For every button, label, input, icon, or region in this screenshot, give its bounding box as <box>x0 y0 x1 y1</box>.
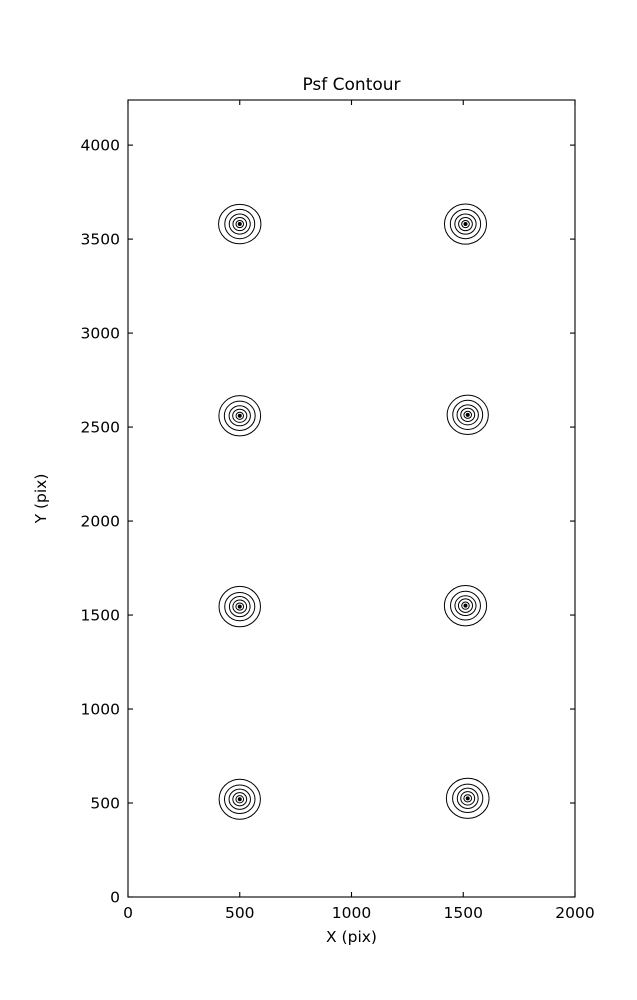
psf-c2-r1-ring-1 <box>445 777 490 819</box>
psf-c1-r1-ring-3 <box>228 788 251 810</box>
y-tick-label-3500: 3500 <box>81 231 120 249</box>
psf-c1-r4-ring-4 <box>232 216 248 232</box>
y-tick-label-3000: 3000 <box>81 325 120 343</box>
y-axis-tick-labels: 0 500 1000 1500 2000 2500 3000 3500 4000 <box>81 137 120 907</box>
psf-c1-r2-ring-1 <box>218 585 261 628</box>
y-tick-label-500: 500 <box>90 795 120 813</box>
psf-c1-r1-ring-1 <box>218 778 261 820</box>
psf-c2-r4-ring-5 <box>461 219 470 229</box>
psf-c1-r4-ring-5 <box>235 220 245 229</box>
psf-c2-r4-ring-4 <box>458 216 473 232</box>
psf-c1-r2-peak <box>237 604 242 609</box>
psf-c1-r3-ring-2 <box>223 400 256 431</box>
psf-c2-r4-peak <box>463 222 468 227</box>
psf-c2-r2-ring-3 <box>454 595 477 616</box>
psf-c2-r4 <box>443 203 488 245</box>
psf-c1-r3-peak <box>237 413 242 418</box>
psf-c1-r2-ring-5 <box>235 602 245 611</box>
x-tick-label-2000: 2000 <box>555 904 594 922</box>
psf-c1-r3-ring-3 <box>228 405 251 427</box>
y-tick-label-1000: 1000 <box>81 701 120 719</box>
psf-c1-r4-ring-1 <box>218 203 262 245</box>
psf-c1-r3-ring-5 <box>235 411 244 420</box>
psf-c1-r1-ring-4 <box>232 792 248 807</box>
psf-c2-r3-ring-5 <box>463 410 473 419</box>
psf-c1-r3-ring-4 <box>232 408 248 423</box>
psf-c1-r4-peak <box>237 222 242 227</box>
contour-series <box>218 203 490 820</box>
psf-c1-r4-ring-2 <box>224 208 256 240</box>
psf-c2-r3-ring-3 <box>456 404 479 426</box>
psf-c1-r3 <box>218 395 262 437</box>
y-tick-label-4000: 4000 <box>81 137 120 155</box>
psf-c2-r2 <box>443 584 488 627</box>
x-tick-label-1000: 1000 <box>332 904 371 922</box>
psf-c1-r2-ring-3 <box>228 595 251 618</box>
psf-c2-r1-peak <box>465 796 470 801</box>
x-tick-label-0: 0 <box>123 904 133 922</box>
psf-c2-r3 <box>446 394 489 436</box>
y-tick-label-0: 0 <box>110 889 120 907</box>
psf-c2-r3-ring-4 <box>460 407 476 422</box>
psf-c1-r2 <box>218 585 261 628</box>
y-tick-label-2000: 2000 <box>81 513 120 531</box>
psf-c2-r2-peak <box>463 603 468 608</box>
x-axis-ticks <box>127 100 576 897</box>
psf-c2-r1-ring-3 <box>456 787 479 809</box>
x-axis-label: X (pix) <box>326 928 377 946</box>
psf-c1-r4 <box>218 203 262 245</box>
psf-c1-r4-ring-3 <box>228 213 251 235</box>
psf-c2-r2-ring-4 <box>457 598 474 613</box>
psf-c1-r2-ring-2 <box>224 591 256 622</box>
psf-c2-r2-ring-5 <box>461 601 470 610</box>
x-tick-label-500: 500 <box>225 904 255 922</box>
psf-c2-r4-ring-3 <box>454 213 477 235</box>
psf-c1-r3-ring-1 <box>218 395 262 437</box>
psf-c2-r3-ring-2 <box>452 399 484 430</box>
psf-c2-r2-ring-1 <box>443 584 488 627</box>
psf-c2-r1 <box>445 777 490 819</box>
psf-c1-r1-peak <box>237 797 242 802</box>
y-axis-ticks <box>128 144 575 898</box>
psf-c1-r1-ring-2 <box>223 784 256 815</box>
psf-c2-r2-ring-2 <box>450 590 481 621</box>
psf-c1-r2-ring-4 <box>232 599 248 614</box>
x-tick-label-1500: 1500 <box>444 904 483 922</box>
psf-c2-r4-ring-2 <box>449 208 482 240</box>
psf-c2-r3-peak <box>465 412 470 417</box>
psf-c1-r1-ring-5 <box>235 795 245 804</box>
psf-c2-r4-ring-1 <box>443 203 488 245</box>
psf-c2-r1-ring-2 <box>452 783 484 814</box>
y-tick-label-2500: 2500 <box>81 419 120 437</box>
plot-title: Psf Contour <box>302 75 400 95</box>
psf-c2-r1-ring-5 <box>463 794 473 803</box>
psf-c2-r3-ring-1 <box>446 394 489 436</box>
y-axis-label: Y (pix) <box>32 474 50 525</box>
axes-frame <box>127 99 576 898</box>
psf-c1-r1 <box>218 778 261 820</box>
x-axis-tick-labels: 0 500 1000 1500 2000 <box>123 904 595 922</box>
psf-c2-r1-ring-4 <box>460 791 476 806</box>
y-tick-label-1500: 1500 <box>81 607 120 625</box>
